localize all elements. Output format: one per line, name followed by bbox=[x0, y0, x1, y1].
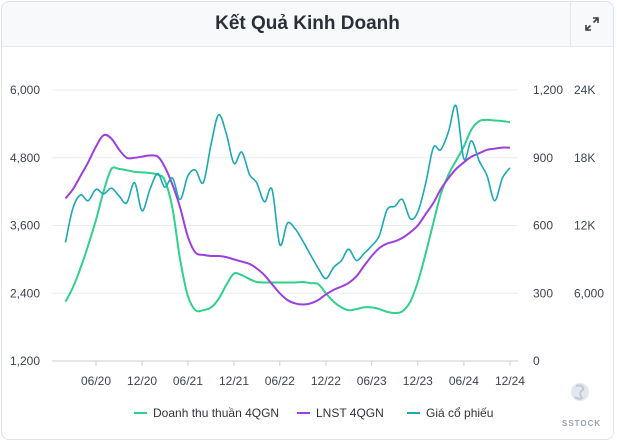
legend-label: Doanh thu thuần 4QGN bbox=[153, 406, 279, 420]
series-line-2 bbox=[64, 104, 511, 280]
y-right-tick-label: 18K bbox=[574, 151, 595, 165]
y-left-tick-label: 6,000 bbox=[10, 83, 40, 97]
y-left-tick-label: 4,800 bbox=[10, 151, 40, 165]
expand-icon bbox=[585, 17, 599, 31]
x-tick-label: 06/23 bbox=[357, 374, 387, 388]
series-line-1 bbox=[64, 133, 511, 306]
legend: Doanh thu thuần 4QGN LNST 4QGN Giá cổ phiế… bbox=[134, 406, 493, 420]
y-axis-right: 6,000 12K 18K 24K bbox=[574, 83, 604, 300]
legend-label: LNST 4QGN bbox=[316, 406, 384, 420]
expand-button[interactable] bbox=[570, 2, 613, 46]
legend-label: Giá cổ phiếu bbox=[426, 406, 493, 420]
x-tick-label: 12/22 bbox=[311, 374, 341, 388]
x-tick-label: 06/22 bbox=[265, 374, 295, 388]
y-right-tick-label: 12K bbox=[574, 219, 595, 233]
watermark-logo: SSTOCK bbox=[562, 383, 601, 428]
x-tick-label: 06/21 bbox=[173, 374, 203, 388]
y-left-tick-label: 3,600 bbox=[10, 219, 40, 233]
x-axis: 06/20 12/20 06/21 12/21 06/22 12/22 06/23 12/23… bbox=[81, 361, 525, 388]
y-mid-tick-label: 0 bbox=[533, 354, 540, 368]
watermark-text: SSTOCK bbox=[562, 419, 601, 428]
x-tick-label: 12/20 bbox=[127, 374, 157, 388]
series-lines bbox=[64, 104, 511, 315]
y-axis-mid: 0 300 600 900 1,200 bbox=[533, 83, 563, 368]
series-line-0 bbox=[64, 118, 511, 315]
y-mid-tick-label: 900 bbox=[533, 151, 553, 165]
y-right-tick-label: 24K bbox=[574, 83, 595, 97]
card-header: Kết Quả Kinh Doanh bbox=[2, 2, 613, 47]
x-tick-label: 12/24 bbox=[495, 374, 525, 388]
page-title: Kết Quả Kinh Doanh bbox=[215, 13, 400, 34]
y-axis-left: 1,200 2,400 3,600 4,800 6,000 bbox=[10, 83, 40, 368]
x-tick-label: 12/23 bbox=[403, 374, 433, 388]
y-left-tick-label: 1,200 bbox=[10, 354, 40, 368]
y-mid-tick-label: 300 bbox=[533, 286, 553, 300]
x-tick-label: 12/21 bbox=[219, 374, 249, 388]
x-tick-label: 06/24 bbox=[449, 374, 479, 388]
y-right-tick-label: 6,000 bbox=[574, 286, 604, 300]
grid-lines bbox=[52, 89, 518, 362]
y-left-tick-label: 2,400 bbox=[10, 286, 40, 300]
x-tick-label: 06/20 bbox=[81, 374, 111, 388]
y-mid-tick-label: 600 bbox=[533, 219, 553, 233]
y-mid-tick-label: 1,200 bbox=[533, 83, 563, 97]
